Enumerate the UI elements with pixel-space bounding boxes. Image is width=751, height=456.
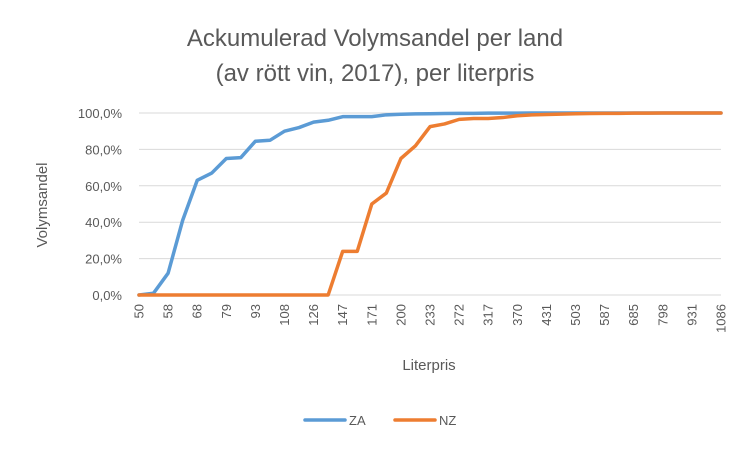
series-line-za [137, 111, 723, 297]
x-tick-label: 68 [190, 304, 205, 318]
x-tick-label: 370 [510, 304, 525, 326]
x-tick-label: 1086 [714, 304, 729, 333]
y-tick-label: 80,0% [85, 142, 122, 157]
x-tick-label: 50 [132, 304, 147, 318]
y-axis-title: Volymsandel [34, 162, 51, 247]
y-tick-label: 40,0% [85, 215, 122, 230]
x-tick-label: 317 [481, 304, 496, 326]
y-tick-label: 100,0% [78, 106, 123, 121]
x-tick-label: 126 [306, 304, 321, 326]
x-tick-label: 685 [626, 304, 641, 326]
x-tick-label: 431 [539, 304, 554, 326]
x-tick-label: 798 [655, 304, 670, 326]
legend-label-za: ZA [349, 413, 366, 428]
chart-title-line-2: (av rött vin, 2017), per literpris [216, 60, 535, 87]
legend: ZA NZ [303, 413, 456, 428]
x-tick-label: 200 [393, 304, 408, 326]
x-tick-label: 272 [452, 304, 467, 326]
x-tick-label: 171 [364, 304, 379, 326]
x-tick-label: 233 [423, 304, 438, 326]
x-axis-tick-labels: 50 58 68 79 93 108 126 147 171 200 233 272 317 370 431… [132, 304, 729, 333]
x-tick-label: 108 [277, 304, 292, 326]
y-tick-label: 0,0% [92, 288, 122, 303]
y-axis-tick-labels: 0,0% 20,0% 40,0% 60,0% 80,0% 100,0% [78, 106, 123, 303]
chart-title-line-1: Ackumulerad Volymsandel per land [187, 25, 563, 52]
x-tick-label: 503 [568, 304, 583, 326]
x-tick-label: 93 [248, 304, 263, 318]
x-tick-label: 931 [684, 304, 699, 326]
x-tick-label: 79 [219, 304, 234, 318]
x-tick-label: 147 [335, 304, 350, 326]
x-tick-label: 587 [597, 304, 612, 326]
y-tick-label: 20,0% [85, 252, 122, 267]
series-line-nz [137, 111, 723, 297]
gridlines [139, 112, 721, 296]
legend-label-nz: NZ [439, 413, 456, 428]
series-lines [137, 111, 723, 297]
x-tick-label: 58 [161, 304, 176, 318]
y-tick-label: 60,0% [85, 179, 122, 194]
x-axis-title: Literpris [402, 357, 455, 374]
